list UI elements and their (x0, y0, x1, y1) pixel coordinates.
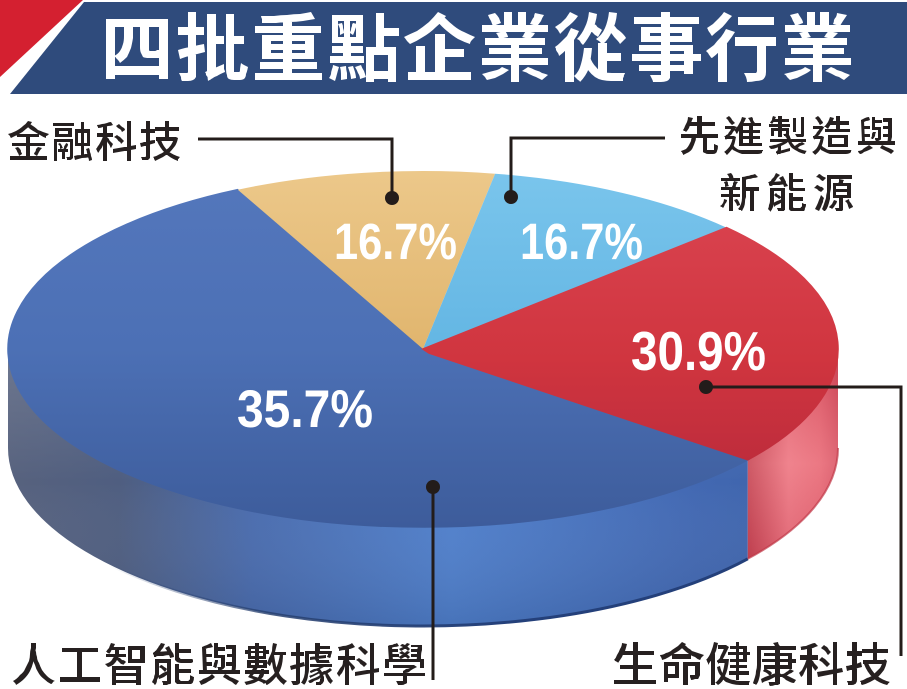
svg-text:30.9%: 30.9% (631, 320, 766, 382)
svg-text:16.7%: 16.7% (334, 213, 457, 270)
svg-text:35.7%: 35.7% (237, 380, 373, 439)
svg-text:16.7%: 16.7% (520, 213, 643, 270)
